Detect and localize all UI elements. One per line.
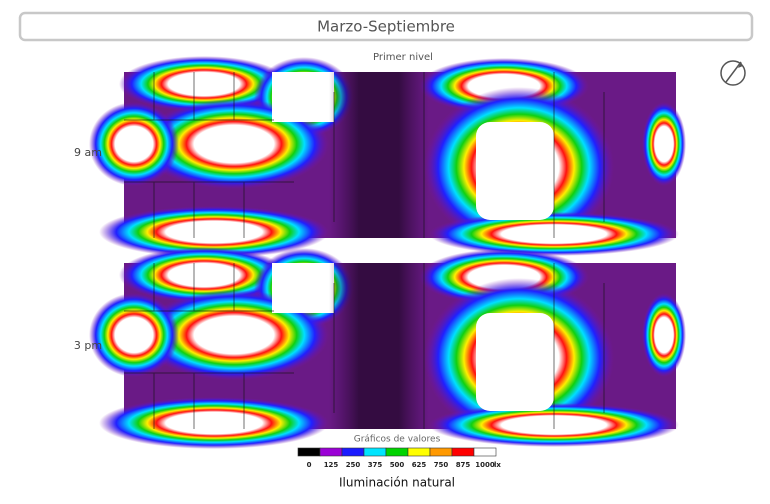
legend-swatch bbox=[341, 447, 365, 457]
legend-tick: 375 bbox=[368, 461, 383, 469]
legend-swatch bbox=[451, 447, 475, 457]
legend-tick: 500 bbox=[390, 461, 405, 469]
legend-tick: 875 bbox=[456, 461, 471, 469]
heatmap-3pm bbox=[88, 246, 687, 450]
row-label: 3 pm bbox=[74, 339, 102, 352]
compass bbox=[720, 60, 746, 86]
legend-unit: lx bbox=[494, 461, 501, 469]
legend-tick: 625 bbox=[412, 461, 427, 469]
legend-swatch bbox=[297, 447, 321, 457]
legend-tick: 250 bbox=[346, 461, 361, 469]
legend-tick: 0 bbox=[307, 461, 312, 469]
legend-swatch bbox=[319, 447, 343, 457]
legend-swatch bbox=[385, 447, 409, 457]
row-label: 9 am bbox=[74, 146, 102, 159]
legend-tick: 750 bbox=[434, 461, 449, 469]
title: Marzo-Septiembre bbox=[317, 18, 455, 36]
legend-swatch bbox=[473, 447, 497, 457]
legend-swatch bbox=[429, 447, 453, 457]
title-box bbox=[18, 11, 754, 42]
legend-title: Gráficos de valores bbox=[354, 435, 441, 445]
subtitle: Primer nivel bbox=[373, 52, 433, 63]
legend-swatch bbox=[407, 447, 431, 457]
heatmap-9am bbox=[88, 55, 687, 259]
caption: Iluminación natural bbox=[339, 476, 455, 490]
legend-tick: 1000 bbox=[475, 461, 495, 469]
legend-swatch bbox=[363, 447, 387, 457]
legend-tick: 125 bbox=[324, 461, 339, 469]
